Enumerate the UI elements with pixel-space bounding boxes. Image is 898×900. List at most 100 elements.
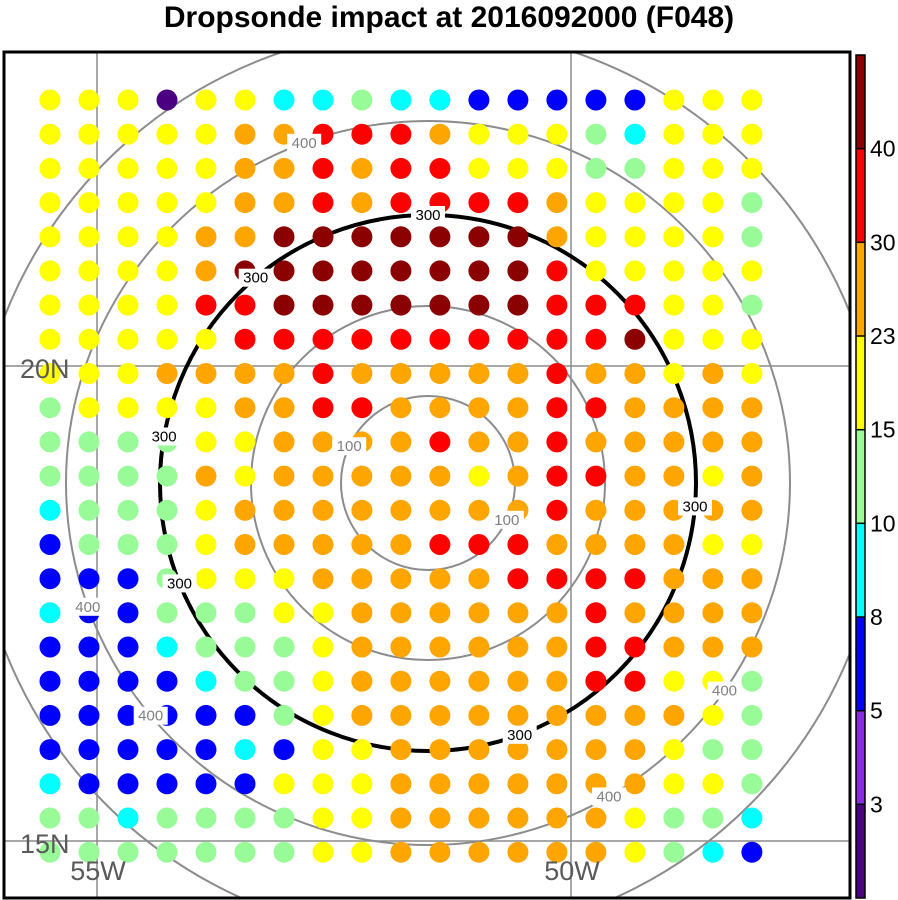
data-point [195, 773, 217, 795]
data-point [117, 157, 139, 179]
data-point [273, 568, 295, 590]
data-point [546, 123, 568, 145]
contour-label-backing [133, 706, 168, 725]
data-point [273, 636, 295, 658]
contour-label-backing [162, 574, 197, 593]
data-point [195, 465, 217, 487]
data-point [234, 739, 256, 761]
data-point [273, 602, 295, 624]
data-point [156, 499, 178, 521]
data-point [468, 499, 490, 521]
data-point [39, 123, 61, 145]
data-point [507, 157, 529, 179]
data-point [195, 363, 217, 384]
data-point [39, 534, 61, 555]
data-point [195, 568, 217, 590]
data-point [351, 397, 373, 419]
data-point [702, 89, 724, 111]
data-point [39, 192, 61, 214]
data-point [117, 499, 139, 521]
data-point [312, 226, 334, 248]
data-point [468, 363, 490, 384]
data-point [585, 704, 607, 726]
data-point [585, 602, 607, 624]
data-point [507, 192, 529, 214]
data-point [702, 226, 724, 248]
data-point [741, 294, 763, 316]
contour-label-300: 300 [507, 727, 532, 744]
data-point [117, 568, 139, 590]
data-point [117, 192, 139, 214]
data-point [156, 841, 178, 863]
contour-label-backing [147, 427, 182, 446]
data-point [429, 499, 451, 521]
data-point [351, 294, 373, 316]
contour-label-400: 400 [138, 708, 163, 725]
data-point [117, 294, 139, 316]
colorbar-label-30: 30 [870, 229, 896, 255]
data-point [624, 602, 646, 624]
data-point [351, 773, 373, 795]
contour-label-backing [70, 597, 105, 616]
data-point [624, 431, 646, 453]
data-point [507, 739, 529, 761]
data-point [273, 534, 295, 555]
data-point [546, 192, 568, 214]
data-point [78, 89, 100, 111]
data-point [663, 192, 685, 214]
data-point [702, 773, 724, 795]
contour-label-100: 100 [337, 438, 362, 455]
data-point [117, 431, 139, 453]
contour-label-400: 400 [292, 135, 317, 152]
data-point [312, 807, 334, 829]
data-point [546, 260, 568, 282]
data-point [585, 636, 607, 658]
data-point [390, 704, 412, 726]
data-point [507, 397, 529, 419]
data-point [663, 123, 685, 145]
data-point [39, 636, 61, 658]
contour-label-backing [411, 206, 445, 224]
data-point [273, 397, 295, 419]
data-point [429, 397, 451, 419]
data-point [390, 328, 412, 350]
data-point [741, 397, 763, 419]
data-point [195, 157, 217, 179]
chart-title: Dropsonde impact at 2016092000 (F048) [163, 1, 735, 34]
data-point [663, 397, 685, 419]
data-point [156, 89, 178, 111]
data-point [234, 534, 256, 555]
data-point [507, 465, 529, 487]
contour-label-backing [489, 510, 524, 529]
data-point [624, 499, 646, 521]
data-point [741, 499, 763, 521]
data-point [273, 431, 295, 453]
data-point [195, 807, 217, 829]
data-point [156, 739, 178, 761]
data-point [624, 294, 646, 316]
data-point [741, 841, 763, 863]
data-point [663, 807, 685, 829]
data-point [234, 294, 256, 316]
data-point [312, 534, 334, 555]
data-point [195, 499, 217, 521]
data-point [39, 704, 61, 726]
data-point [468, 636, 490, 658]
data-point [117, 363, 139, 384]
data-point [663, 328, 685, 350]
map-area: 100 100 300 300 300 300 300 300 400 400 400 400 400 [4, 52, 850, 898]
data-point [546, 670, 568, 692]
data-point [234, 192, 256, 214]
data-point [156, 807, 178, 829]
data-point [624, 89, 646, 111]
data-point [234, 123, 256, 145]
data-point [741, 465, 763, 487]
data-point [429, 636, 451, 658]
data-point [468, 157, 490, 179]
data-point [702, 123, 724, 145]
data-point [702, 602, 724, 624]
data-point [663, 431, 685, 453]
data-point [390, 636, 412, 658]
data-point [39, 294, 61, 316]
contour-label-300: 300 [415, 207, 440, 224]
